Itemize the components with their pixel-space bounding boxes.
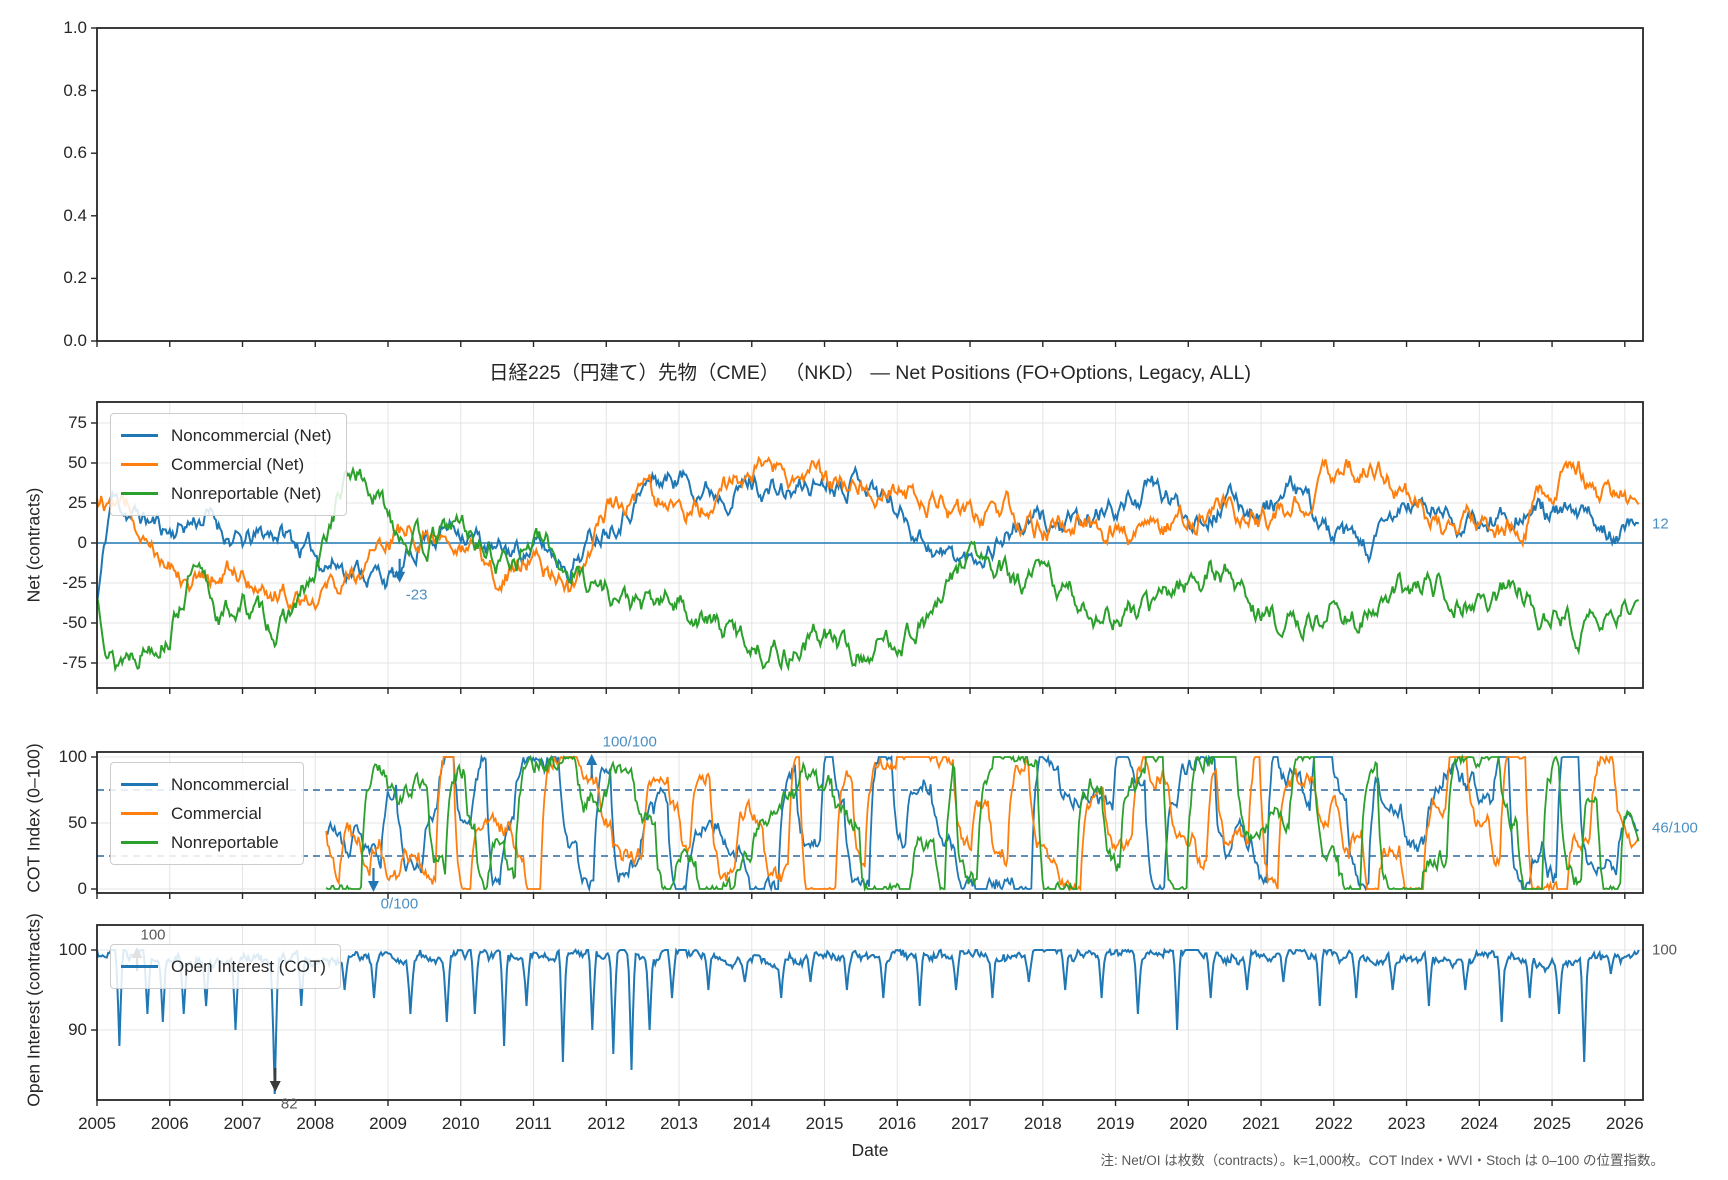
annotation-extreme-value: 82 [280, 1095, 298, 1113]
x-tick-label: 2015 [805, 1114, 844, 1133]
legend-line-swatch [121, 812, 158, 815]
legend-line-swatch [121, 965, 158, 968]
legend-line-swatch [121, 463, 158, 466]
x-tick-label: 2017 [951, 1114, 989, 1133]
annotation-last-value: 46/100 [1652, 819, 1698, 837]
legend-item: Noncommercial (Net) [121, 421, 332, 450]
annotation-last-value: 12 [1652, 515, 1669, 533]
x-tick-label: 2008 [296, 1114, 335, 1133]
y-tick-label: 50 [68, 813, 87, 832]
legend-net-positions: Noncommercial (Net) Commercial (Net) Nonre… [110, 413, 347, 516]
x-tick-label: 2018 [1023, 1114, 1062, 1133]
y-tick-label: 1.0 [63, 18, 87, 37]
y-tick-label: 100 [58, 747, 87, 766]
legend-item-label: Nonreportable [171, 832, 279, 852]
y-tick-label: 0.0 [63, 331, 87, 350]
legend-line-swatch [121, 783, 158, 786]
annotation-last-value: 100 [1652, 941, 1678, 959]
legend-item-label: Commercial [171, 803, 262, 823]
legend-line-swatch [121, 841, 158, 844]
x-tick-label: 2005 [78, 1114, 116, 1133]
y-tick-label: 0.6 [63, 143, 87, 163]
legend-item-label: Noncommercial [171, 774, 290, 794]
x-tick-label: 2014 [732, 1114, 771, 1133]
x-tick-label: 2022 [1314, 1114, 1353, 1133]
y-axis-label-net: Net (contracts) [23, 487, 44, 603]
y-tick-label: 0 [77, 533, 87, 552]
legend-item: Nonreportable (Net) [121, 479, 332, 508]
y-tick-label: 50 [68, 453, 87, 472]
legend-item: Commercial [121, 799, 289, 828]
legend-open-interest: Open Interest (COT) [110, 944, 341, 989]
x-tick-label: 2021 [1242, 1114, 1280, 1133]
legend-item: Commercial (Net) [121, 450, 332, 479]
x-tick-label: 2023 [1387, 1114, 1426, 1133]
legend-item-label: Noncommercial (Net) [171, 425, 332, 445]
y-tick-label: 100 [58, 940, 87, 959]
annotation-extreme-value: 100/100 [602, 733, 657, 751]
x-tick-label: 2025 [1533, 1114, 1571, 1133]
legend-line-swatch [121, 434, 158, 437]
annotation-extreme-value: 100 [140, 926, 166, 944]
legend-item-label: Open Interest (COT) [171, 956, 326, 976]
x-tick-label: 2010 [441, 1114, 480, 1133]
x-tick-label: 2020 [1169, 1114, 1208, 1133]
x-tick-label: 2009 [369, 1114, 407, 1133]
x-tick-label: 2011 [515, 1114, 552, 1133]
y-tick-label: 0.4 [63, 205, 87, 225]
x-tick-label: 2016 [878, 1114, 917, 1133]
chart-title: 日経225（円建て）先物（CME） （NKD） — Net Positions … [489, 362, 1251, 384]
y-tick-label: -75 [62, 653, 87, 672]
legend-item: Nonreportable [121, 828, 289, 857]
y-tick-label: 0.8 [63, 80, 87, 100]
x-tick-label: 2006 [150, 1114, 189, 1133]
footnote: 注: Net/OI は枚数（contracts）。k=1,000枚。COT In… [1100, 1153, 1664, 1168]
x-tick-label: 2012 [587, 1114, 626, 1133]
legend-item: Open Interest (COT) [121, 952, 326, 981]
legend-line-swatch [121, 492, 158, 495]
annotation-extreme-value: -23 [405, 586, 428, 604]
y-axis-label-open-interest: Open Interest (contracts) [23, 913, 44, 1107]
legend-item-label: Commercial (Net) [171, 454, 305, 474]
x-tick-label: 2019 [1096, 1114, 1135, 1133]
legend-item-label: Nonreportable (Net) [171, 483, 322, 503]
x-tick-label: 2007 [223, 1114, 262, 1133]
y-tick-label: -50 [62, 613, 87, 632]
y-tick-label: 25 [68, 493, 87, 512]
legend-item: Noncommercial [121, 770, 289, 799]
y-tick-label: 0 [77, 879, 87, 898]
x-tick-label: 2026 [1605, 1114, 1644, 1133]
x-tick-label: 2024 [1460, 1114, 1499, 1133]
x-axis-label: Date [851, 1140, 889, 1160]
legend-cot-index: Noncommercial Commercial Nonreportable [110, 762, 305, 865]
annotation-extreme-value: 0/100 [380, 895, 419, 913]
y-tick-label: -25 [62, 573, 87, 592]
y-tick-label: 0.2 [63, 268, 87, 288]
x-tick-label: 2013 [660, 1114, 698, 1133]
y-tick-label: 90 [68, 1020, 87, 1039]
y-tick-label: 75 [68, 413, 87, 432]
y-axis-label-cot-index: COT Index (0–100) [23, 743, 44, 893]
